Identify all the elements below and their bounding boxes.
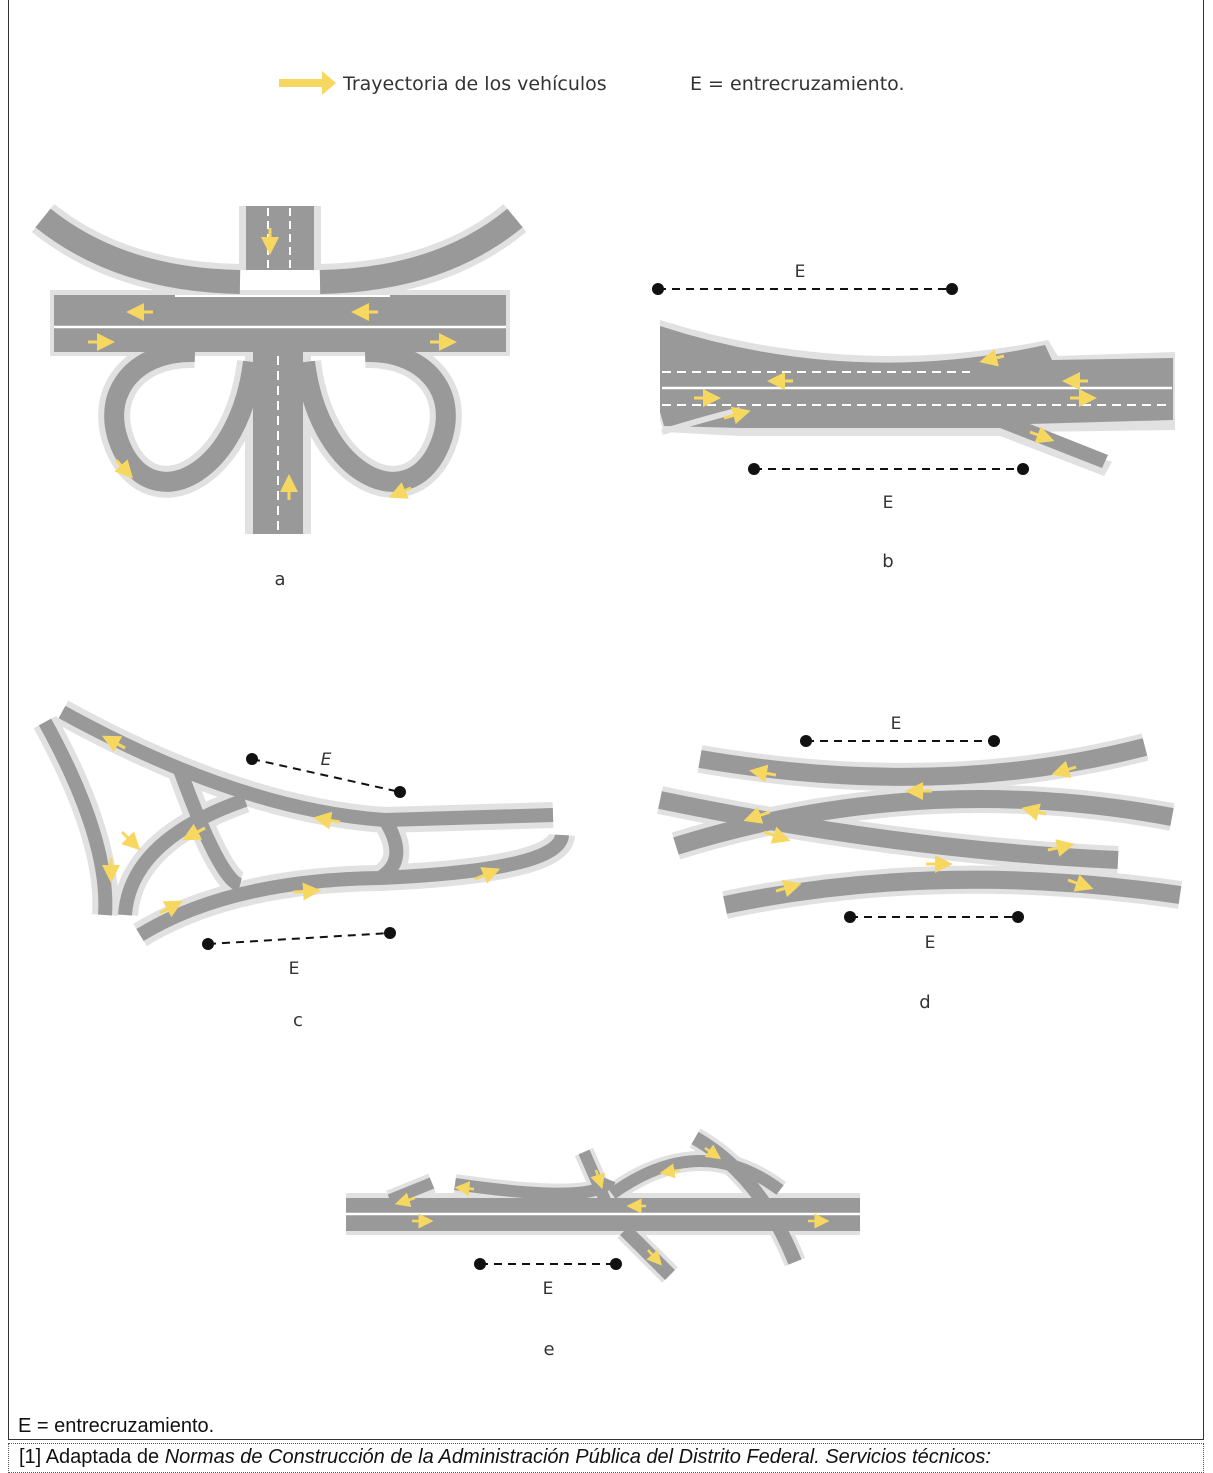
legend: Trayectoria de los vehículos E = entrecr… [279,71,904,95]
panel-d-arrows [743,760,1094,898]
panel-c-weave-top: E [246,750,406,798]
panel-c-weave-bottom-label: E [289,959,300,979]
panel-a-label: a [274,569,285,590]
source-note: [1] Adaptada de Normas de Construcción d… [8,1443,1204,1473]
panel-b-weave-top-label: E [795,262,806,282]
panel-a: a [31,203,527,590]
panel-e-weave-label: E [543,1279,554,1299]
panel-e-label: e [543,1339,554,1360]
panel-d-label: d [919,992,930,1013]
legend-e-definition: E = entrecruzamiento. [690,73,904,95]
panel-c-arrows [102,735,501,918]
panel-b-weave-bottom: E [748,463,1029,513]
panel-c-weave-bottom: E [202,927,396,979]
panel-e-arrows [394,1144,830,1266]
panel-d-weave-top: E [800,714,1000,747]
panel-c: E E c [33,700,575,1031]
panel-c-weave-top-label: E [321,750,332,770]
source-title: Normas de Construcción de la Administrac… [164,1446,991,1468]
panel-c-label: c [293,1010,303,1031]
panel-a-arrows [88,228,457,500]
panel-d-weave-top-label: E [891,714,902,734]
figure-frame [8,0,1204,1440]
panel-d-weave-bottom: E [844,911,1024,953]
panel-b-weave-top: E [652,262,958,295]
panel-d-weave-bottom-label: E [925,933,936,953]
panel-b-weave-bottom-label: E [883,493,894,513]
panel-b-label: b [882,551,893,572]
weaving-diagram: Trayectoria de los vehículos E = entrecr… [31,71,1183,1360]
panel-e-weave: E [474,1258,622,1299]
panel-e: E e [346,1128,860,1360]
panel-b-arrows [694,349,1097,444]
panel-b-roads [660,326,1173,468]
figure-caption: E = entrecruzamiento. [18,1415,215,1437]
source-prefix: [1] Adaptada de [19,1446,165,1468]
panel-b: E E b [652,262,1175,572]
legend-arrow-icon [279,71,336,95]
legend-arrow-label: Trayectoria de los vehículos [342,73,607,95]
panel-d: E E d [657,714,1183,1013]
